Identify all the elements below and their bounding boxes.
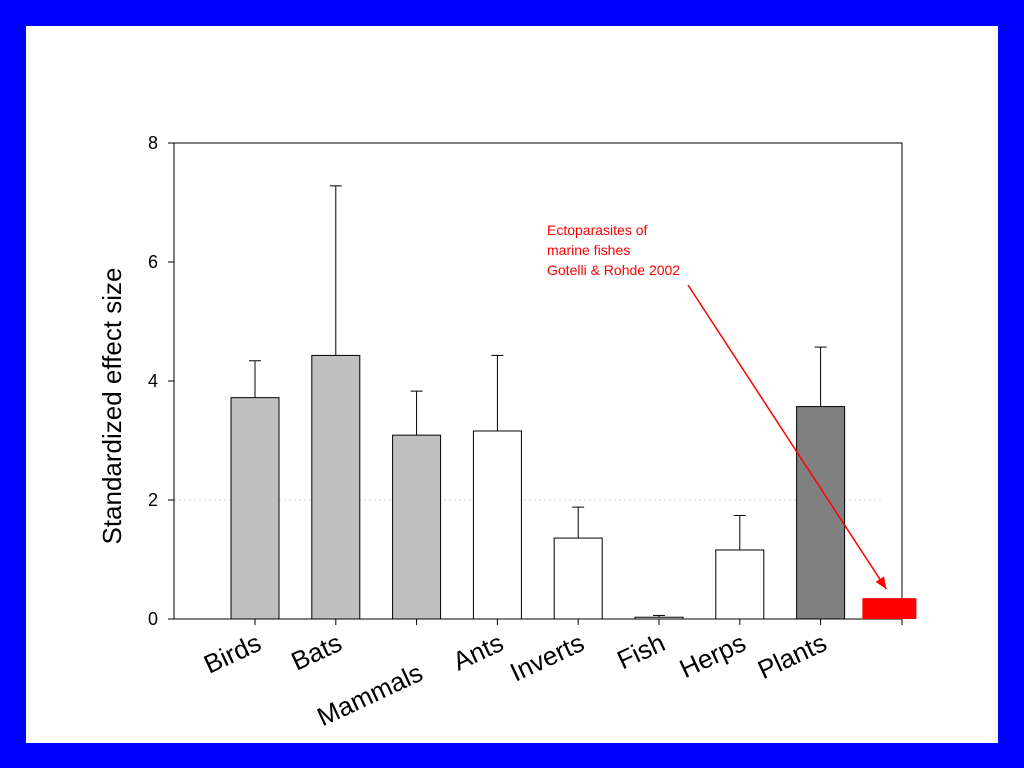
y-axis-title: Standardized effect size: [97, 267, 127, 544]
y-tick-label: 4: [148, 371, 158, 391]
x-tick-label: Fish: [612, 627, 669, 675]
plot-frame: [173, 142, 903, 620]
x-tick-label: Inverts: [505, 627, 588, 687]
x-tick-label: Ants: [448, 627, 508, 676]
annotation-text: Gotelli & Rohde 2002: [547, 262, 680, 278]
x-tick-label: Bats: [287, 627, 347, 676]
annotation-arrow: [687, 284, 888, 590]
y-tick-label: 8: [148, 133, 158, 153]
bar: [472, 430, 522, 620]
x-tick-label: Birds: [199, 627, 265, 679]
highlight-bar: [862, 598, 917, 619]
bar: [553, 537, 603, 620]
slide: 0 2 4 6 8 Birds Bats Mammals Ants Inverts Fish Her…: [26, 26, 998, 743]
bar: [634, 616, 684, 620]
x-tick-label: Plants: [753, 627, 831, 685]
annotation-text: Ectoparasites of: [547, 222, 647, 238]
bar: [230, 397, 280, 620]
annotation-arrowhead: [875, 576, 887, 590]
bar: [392, 434, 442, 620]
y-tick-label: 0: [148, 609, 158, 629]
y-tick-label: 2: [148, 490, 158, 510]
x-tick-label: Herps: [675, 627, 751, 684]
y-tick-label: 6: [148, 252, 158, 272]
annotation-text: marine fishes: [547, 242, 630, 258]
x-tick-label: Mammals: [312, 657, 427, 732]
bar: [715, 549, 765, 620]
bar: [311, 354, 361, 620]
